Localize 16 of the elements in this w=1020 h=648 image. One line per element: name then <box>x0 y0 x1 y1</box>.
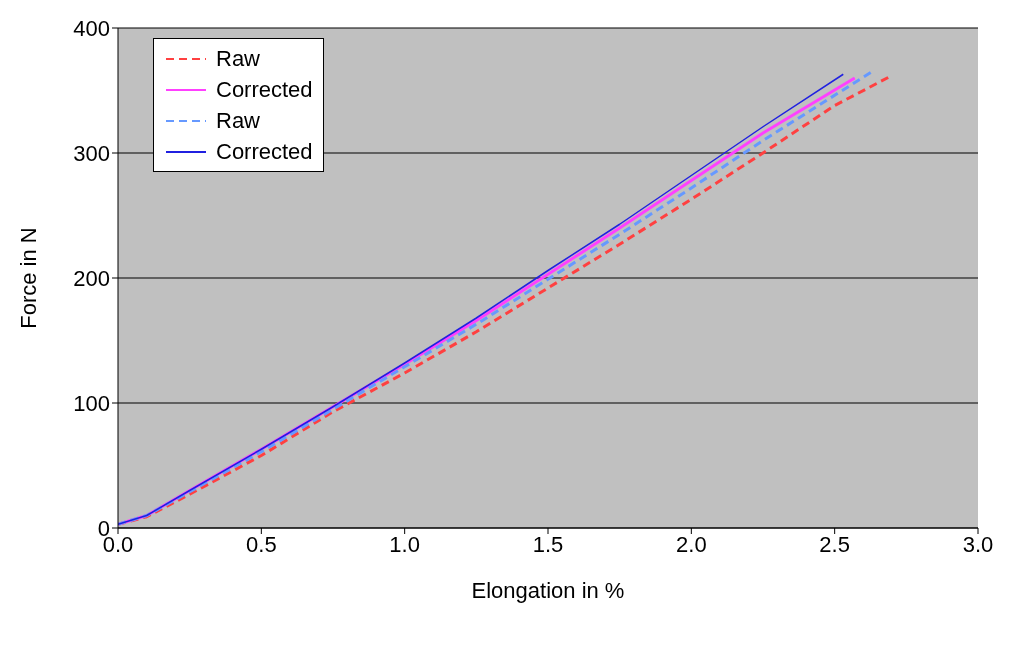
x-tick-label: 1.0 <box>389 531 420 557</box>
x-tick-label: 3.0 <box>962 531 994 557</box>
x-tick-label: 2.0 <box>676 531 707 557</box>
legend-label: Raw <box>216 107 261 135</box>
y-tick-label: 200 <box>73 265 110 291</box>
y-tick-label: 300 <box>73 140 110 166</box>
x-tick-label: 1.5 <box>532 531 564 557</box>
legend-label: Corrected <box>216 76 313 104</box>
y-axis-title: Force in N <box>15 227 41 329</box>
x-axis-title: Elongation in % <box>471 578 625 603</box>
x-tick-label: 0.5 <box>246 531 277 557</box>
legend-label: Corrected <box>216 138 313 166</box>
y-tick-label: 100 <box>73 390 110 416</box>
y-tick-label: 400 <box>73 15 110 41</box>
legend-label: Raw <box>216 45 261 73</box>
x-tick-label: 2.5 <box>819 531 850 557</box>
